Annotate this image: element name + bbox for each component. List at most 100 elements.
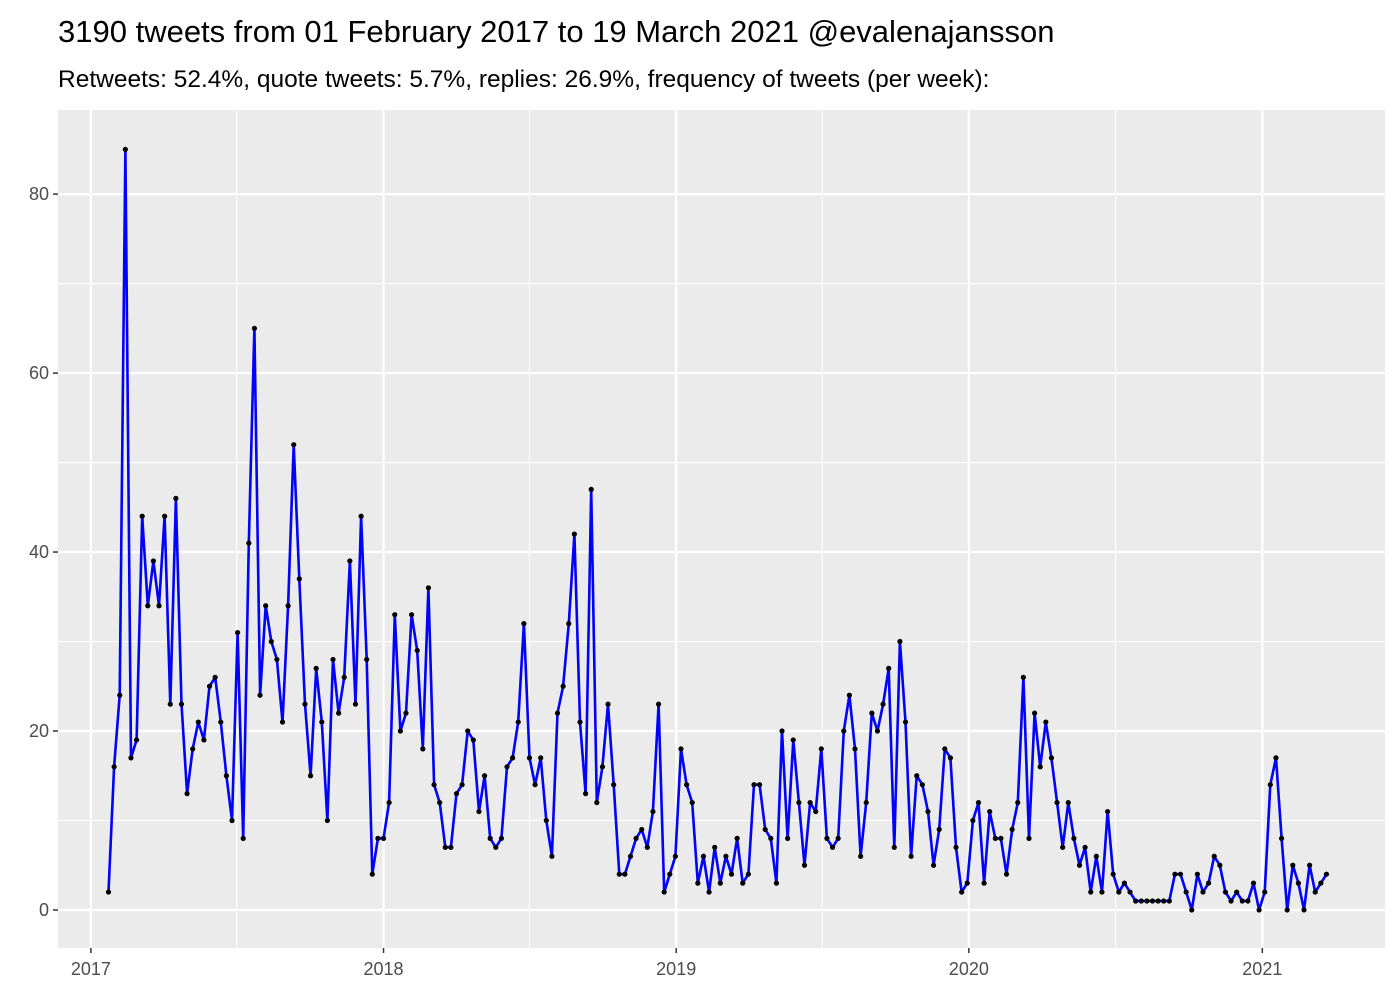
data-point xyxy=(1273,755,1279,761)
data-point xyxy=(717,880,723,886)
data-point xyxy=(1127,889,1133,895)
data-point xyxy=(1194,871,1200,877)
data-point xyxy=(818,746,824,752)
data-point xyxy=(1250,880,1257,886)
data-point xyxy=(566,621,572,627)
data-point xyxy=(835,835,841,841)
data-point xyxy=(936,826,942,833)
data-point xyxy=(785,835,791,841)
data-point xyxy=(891,844,897,850)
data-point xyxy=(796,799,802,806)
data-point xyxy=(622,871,628,877)
data-point xyxy=(975,799,982,806)
data-point xyxy=(117,692,123,698)
data-point xyxy=(1133,898,1139,904)
data-point xyxy=(577,719,583,725)
data-point xyxy=(1200,889,1206,895)
data-point xyxy=(392,612,398,618)
data-point xyxy=(829,844,836,850)
data-point xyxy=(341,674,347,680)
data-point xyxy=(105,889,112,895)
data-point xyxy=(408,612,415,618)
data-point xyxy=(599,764,606,770)
data-point xyxy=(364,656,370,663)
data-point xyxy=(684,782,690,788)
data-point xyxy=(246,540,252,546)
data-point xyxy=(1189,907,1195,913)
data-point xyxy=(240,835,246,841)
data-point xyxy=(442,844,448,850)
data-point xyxy=(1138,898,1144,904)
data-point xyxy=(206,683,213,689)
gridlines xyxy=(58,110,1385,948)
data-point xyxy=(1323,871,1330,877)
data-point xyxy=(858,853,864,859)
data-point xyxy=(695,880,701,886)
data-point xyxy=(279,719,286,725)
data-point xyxy=(414,647,420,654)
data-point xyxy=(1312,889,1318,895)
data-point xyxy=(291,442,297,448)
data-point xyxy=(302,701,308,707)
data-point xyxy=(1026,835,1032,841)
data-point xyxy=(139,513,145,519)
data-point xyxy=(190,746,196,752)
data-point xyxy=(667,871,673,877)
data-point xyxy=(998,835,1004,841)
y-tick-label: 40 xyxy=(29,542,49,562)
data-point xyxy=(347,558,353,564)
data-point xyxy=(1222,889,1229,895)
data-point xyxy=(942,746,948,752)
data-point xyxy=(841,728,847,734)
data-point xyxy=(1239,898,1245,904)
data-point xyxy=(498,835,505,841)
data-point xyxy=(672,853,678,859)
data-point xyxy=(919,782,925,788)
y-tick-label: 20 xyxy=(29,721,49,741)
data-point xyxy=(526,755,533,761)
plot-panel xyxy=(58,110,1385,948)
data-point xyxy=(296,576,302,582)
data-point xyxy=(1256,907,1262,913)
data-point xyxy=(644,844,650,850)
data-point xyxy=(1166,898,1172,904)
data-point xyxy=(1149,898,1156,904)
data-point xyxy=(218,719,224,725)
data-point xyxy=(1060,844,1066,850)
data-point xyxy=(779,728,785,734)
data-point xyxy=(874,728,881,734)
data-point xyxy=(549,853,555,859)
data-point xyxy=(1284,907,1290,913)
data-point xyxy=(897,638,903,645)
data-point xyxy=(145,603,151,609)
data-point xyxy=(420,746,426,752)
data-point xyxy=(150,558,157,564)
data-point xyxy=(459,782,465,788)
data-point xyxy=(212,674,218,680)
data-point xyxy=(184,791,190,797)
data-point xyxy=(1116,889,1122,895)
data-point xyxy=(437,799,443,806)
data-point xyxy=(515,719,521,725)
data-point xyxy=(397,728,403,734)
data-point xyxy=(1228,898,1234,904)
data-point xyxy=(594,799,600,806)
data-point xyxy=(1015,799,1021,806)
data-point xyxy=(403,710,409,716)
data-point xyxy=(1003,871,1010,877)
data-point xyxy=(633,835,639,841)
data-point xyxy=(953,844,959,850)
data-point xyxy=(223,773,229,779)
data-point xyxy=(959,889,965,895)
data-point xyxy=(616,871,622,877)
data-point xyxy=(1144,898,1150,904)
data-point xyxy=(751,782,757,788)
data-point xyxy=(448,844,454,850)
data-point xyxy=(728,871,735,877)
data-point xyxy=(1245,898,1251,904)
data-point xyxy=(336,710,342,716)
data-point xyxy=(1262,889,1268,895)
y-tick-label: 80 xyxy=(29,184,49,204)
data-point xyxy=(274,656,280,663)
